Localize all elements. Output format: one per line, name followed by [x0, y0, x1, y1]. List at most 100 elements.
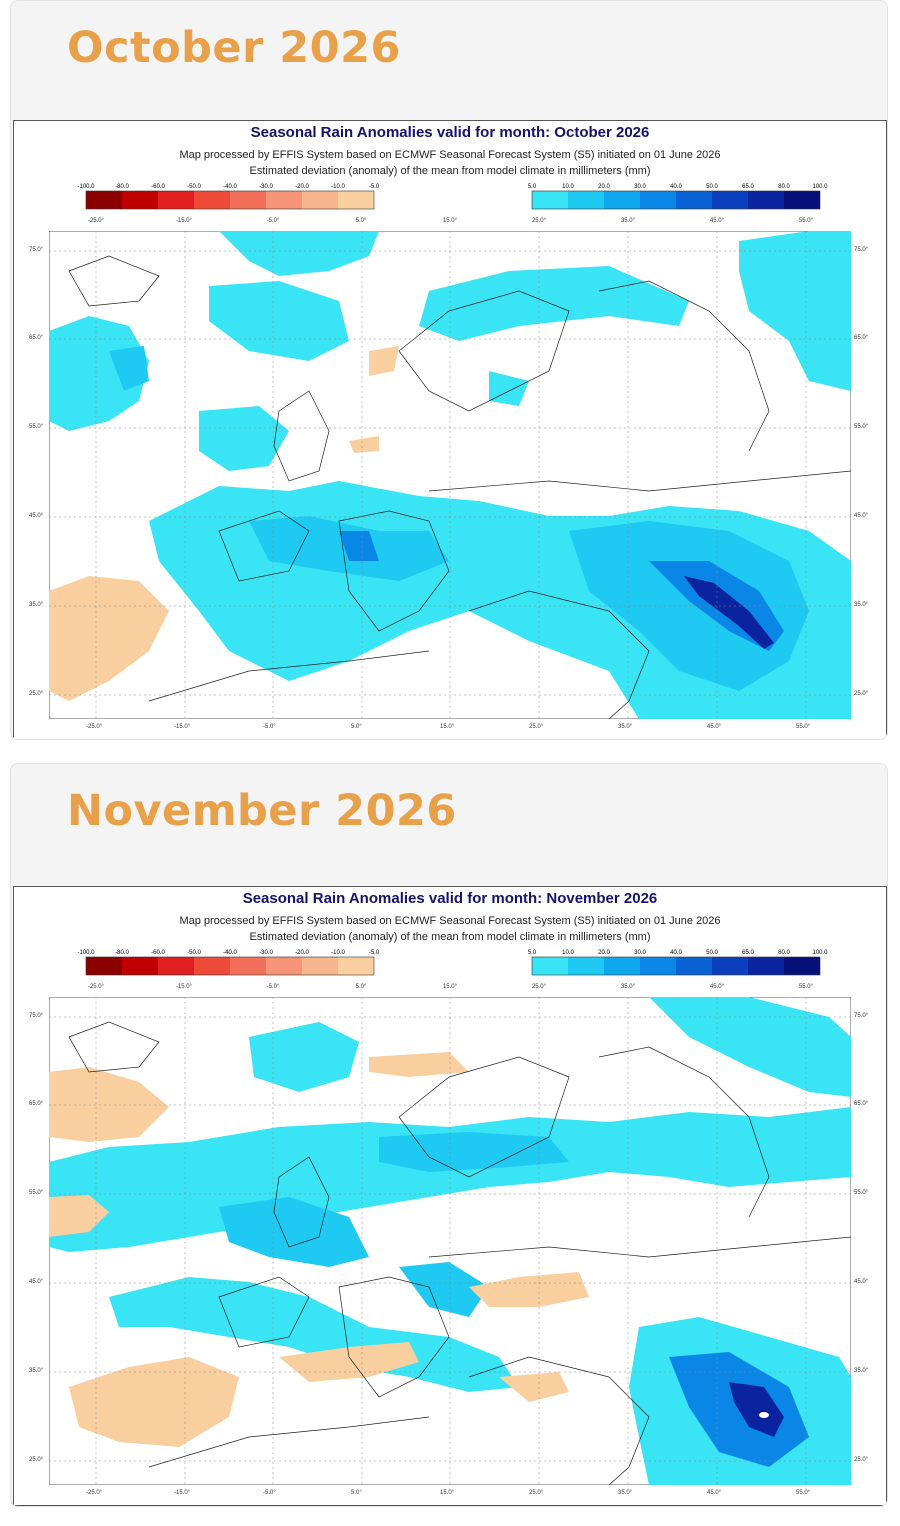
neg-label: -100.0 [77, 950, 95, 956]
svg-text:45.0°: 45.0° [710, 218, 725, 224]
pos-label: 40.0 [670, 950, 682, 956]
svg-text:55.0°: 55.0° [799, 984, 814, 990]
map-title: Seasonal Rain Anomalies valid for month:… [242, 890, 658, 907]
neg-swatch [194, 191, 230, 209]
neg-label: -5.0 [369, 950, 380, 956]
anomaly-map [49, 231, 851, 719]
month-heading: October 2026 [67, 23, 401, 73]
month-card-november: November 2026 Seasonal Rain Anomalies va… [10, 763, 888, 1507]
pos-label: 30.0 [634, 950, 646, 956]
pos-label: 80.0 [778, 950, 790, 956]
pos-label: 50.0 [706, 950, 718, 956]
pos-swatch [676, 191, 712, 209]
neg-label: -50.0 [187, 184, 201, 190]
coastlines [68, 255, 851, 719]
svg-text:55.0°: 55.0° [799, 218, 814, 224]
pos-label: 20.0 [598, 184, 610, 190]
month-card-october: October 2026 Seasonal Rain Anomalies val… [10, 0, 888, 740]
pos-swatch [748, 957, 784, 975]
pos-swatch [784, 957, 820, 975]
negative-scale: -100.0 -80.0 -60.0 -50.0 -40.0 -30.0 -20… [77, 184, 380, 210]
neg-label: -50.0 [187, 950, 201, 956]
pos-label: 20.0 [598, 950, 610, 956]
svg-text:-25.0°: -25.0° [88, 984, 105, 990]
map-subtitle: Map processed by EFFIS System based on E… [179, 149, 721, 161]
neg-swatch [338, 957, 374, 975]
neg-label: -5.0 [369, 184, 380, 190]
pos-label: 40.0 [670, 184, 682, 190]
svg-text:5.0°: 5.0° [356, 218, 367, 224]
pos-label: 50.0 [706, 184, 718, 190]
neg-swatch [266, 191, 302, 209]
pos-swatch [640, 191, 676, 209]
map-subtitle-units: Estimated deviation (anomaly) of the mea… [249, 165, 651, 177]
coastlines [68, 1021, 851, 1485]
svg-text:-15.0°: -15.0° [176, 984, 193, 990]
svg-text:45.0°: 45.0° [710, 984, 725, 990]
rain-anomaly-map-panel: Seasonal Rain Anomalies valid for month:… [13, 886, 887, 1506]
moderate-anomaly-areas [219, 1132, 569, 1317]
neg-swatch [122, 191, 158, 209]
pos-swatch [532, 191, 568, 209]
neg-label: -60.0 [151, 184, 165, 190]
neg-swatch [86, 191, 122, 209]
pos-label: 65.0 [742, 184, 754, 190]
pos-swatch [568, 191, 604, 209]
pos-swatch [604, 957, 640, 975]
neg-label: -40.0 [223, 950, 237, 956]
pos-label: 80.0 [778, 184, 790, 190]
neg-swatch [338, 191, 374, 209]
svg-text:-25.0°: -25.0° [88, 218, 105, 224]
neg-swatch [266, 957, 302, 975]
neg-swatch [122, 957, 158, 975]
graticule [49, 231, 851, 719]
graticule [49, 997, 851, 1485]
svg-text:35.0°: 35.0° [621, 984, 636, 990]
pos-label: 65.0 [742, 950, 754, 956]
month-heading: November 2026 [67, 786, 457, 836]
pos-swatch [568, 957, 604, 975]
pos-swatch [748, 191, 784, 209]
pos-label: 10.0 [562, 184, 574, 190]
svg-text:25.0°: 25.0° [532, 984, 547, 990]
neg-label: -10.0 [331, 950, 345, 956]
top-longitude-labels: -25.0° -15.0° -5.0° 5.0° 15.0° 25.0° 35.… [88, 984, 814, 990]
svg-text:25.0°: 25.0° [532, 218, 547, 224]
pos-label: 100.0 [812, 184, 828, 190]
svg-text:15.0°: 15.0° [443, 984, 458, 990]
anomaly-map [49, 997, 851, 1485]
pos-label: 10.0 [562, 950, 574, 956]
peak-anomaly-areas [759, 1412, 769, 1418]
pos-swatch [676, 957, 712, 975]
color-scale-legend: -100.0 -80.0 -60.0 -50.0 -40.0 -30.0 -20… [77, 950, 828, 990]
map-title: Seasonal Rain Anomalies valid for month:… [250, 124, 650, 141]
neg-label: -80.0 [115, 950, 129, 956]
pos-label: 5.0 [528, 184, 537, 190]
rain-anomaly-map-panel: Seasonal Rain Anomalies valid for month:… [13, 120, 887, 739]
pos-swatch [640, 957, 676, 975]
negative-scale: -100.0 -80.0 -60.0 -50.0 -40.0 -30.0 -20… [77, 950, 380, 976]
svg-text:35.0°: 35.0° [621, 218, 636, 224]
neg-swatch [158, 957, 194, 975]
pos-swatch [532, 957, 568, 975]
pos-label: 30.0 [634, 184, 646, 190]
neg-swatch [158, 191, 194, 209]
svg-text:-5.0°: -5.0° [267, 984, 280, 990]
positive-scale: 5.0 10.0 20.0 30.0 40.0 50.0 65.0 80.0 1… [528, 950, 828, 976]
svg-text:5.0°: 5.0° [356, 984, 367, 990]
neg-label: -40.0 [223, 184, 237, 190]
pos-swatch [784, 191, 820, 209]
svg-text:-15.0°: -15.0° [176, 218, 193, 224]
pos-label: 5.0 [528, 950, 537, 956]
neg-swatch [194, 957, 230, 975]
pos-swatch [712, 191, 748, 209]
top-longitude-labels: -25.0° -15.0° -5.0° 5.0° 15.0° 25.0° 35.… [88, 218, 814, 224]
neg-swatch [230, 191, 266, 209]
extreme-anomaly-areas [729, 1382, 784, 1437]
pos-swatch [712, 957, 748, 975]
neg-swatch [302, 191, 338, 209]
neg-label: -80.0 [115, 184, 129, 190]
neg-label: -30.0 [259, 184, 273, 190]
neg-swatch [302, 957, 338, 975]
svg-text:15.0°: 15.0° [443, 218, 458, 224]
